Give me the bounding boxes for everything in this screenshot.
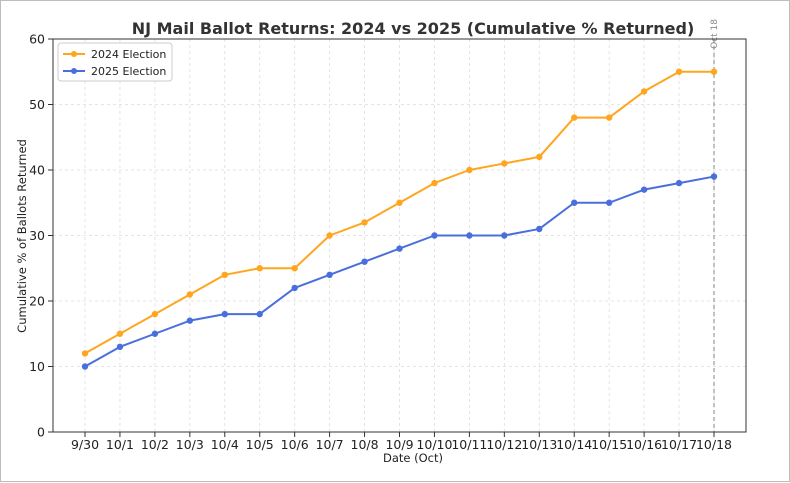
- series-layer: [81, 68, 718, 370]
- x-tick-label: 9/30: [71, 437, 99, 452]
- x-tick-label: 10/3: [176, 437, 204, 452]
- legend: 2024 Election 2025 Election: [57, 42, 173, 82]
- data-point: [221, 310, 228, 318]
- y-tick-label: 0: [37, 425, 45, 440]
- data-point: [151, 310, 159, 318]
- data-point: [361, 219, 368, 226]
- data-point: [466, 232, 473, 239]
- annotation-label: Oct 18: [710, 19, 720, 49]
- annotation-layer: Oct 18: [710, 19, 720, 432]
- x-tick-label: 10/2: [141, 437, 169, 452]
- legend-item: 2025 Election: [63, 65, 166, 78]
- data-point: [116, 343, 124, 351]
- x-tick-label: 10/6: [281, 437, 309, 452]
- y-tick-label: 30: [29, 228, 45, 243]
- data-point: [256, 310, 263, 318]
- x-tick-label: 10/13: [521, 437, 557, 452]
- x-tick-label: 10/11: [451, 437, 487, 452]
- series-2025: [81, 173, 718, 370]
- x-tick-label: 10/10: [416, 437, 452, 452]
- y-axis-ticks: 0 10 20 30 40 50 60: [29, 32, 53, 440]
- data-point: [81, 350, 89, 357]
- data-point: [536, 153, 543, 161]
- x-tick-label: 10/14: [556, 437, 592, 452]
- y-tick-label: 60: [29, 32, 45, 47]
- x-tick-label: 10/9: [385, 437, 413, 452]
- data-point: [501, 232, 508, 239]
- x-tick-label: 10/12: [486, 437, 522, 452]
- chart-title: NJ Mail Ballot Returns: 2024 vs 2025 (Cu…: [132, 19, 695, 38]
- data-point: [675, 179, 683, 187]
- series-2024: [81, 68, 718, 357]
- data-point: [710, 173, 718, 180]
- x-tick-label: 10/18: [696, 437, 732, 452]
- data-point: [396, 245, 403, 252]
- legend-label: 2024 Election: [91, 48, 166, 61]
- x-tick-label: 10/5: [246, 437, 274, 452]
- data-point: [221, 271, 228, 278]
- data-point: [536, 225, 543, 233]
- data-point: [571, 199, 578, 206]
- data-point: [151, 330, 159, 337]
- x-tick-label: 10/7: [316, 437, 344, 452]
- x-tick-label: 10/8: [351, 437, 379, 452]
- legend-item: 2024 Election: [63, 48, 166, 61]
- y-axis-label: Cumulative % of Ballots Returned: [15, 139, 29, 333]
- data-point: [571, 114, 578, 121]
- data-point: [81, 363, 89, 370]
- x-axis-label: Date (Oct): [383, 451, 443, 465]
- data-point: [186, 317, 194, 324]
- x-tick-label: 10/4: [211, 437, 239, 452]
- data-point: [291, 265, 298, 272]
- legend-label: 2025 Election: [91, 65, 166, 78]
- data-point: [675, 68, 683, 75]
- data-point: [361, 258, 368, 265]
- data-point: [466, 166, 473, 174]
- y-tick-label: 10: [29, 359, 45, 374]
- y-tick-label: 50: [29, 97, 45, 112]
- data-point: [326, 271, 333, 278]
- legend-marker: [71, 68, 77, 74]
- data-point: [605, 114, 613, 121]
- x-tick-label: 10/17: [661, 437, 697, 452]
- data-point: [501, 160, 508, 167]
- x-axis-ticks: 9/30 10/1 10/2 10/3 10/4 10/5 10/6 10/7 10/8 10/9…: [71, 432, 732, 452]
- data-point: [116, 330, 124, 337]
- legend-box: [57, 42, 173, 82]
- data-point: [326, 232, 333, 239]
- data-point: [640, 88, 648, 95]
- x-tick-label: 10/15: [591, 437, 627, 452]
- data-point: [431, 179, 438, 187]
- data-point: [396, 199, 403, 206]
- y-tick-label: 40: [29, 163, 45, 178]
- legend-marker: [71, 51, 77, 57]
- data-point: [640, 186, 648, 193]
- grid: [53, 38, 746, 433]
- data-point: [605, 199, 613, 206]
- data-point: [256, 265, 263, 272]
- data-point: [710, 68, 718, 75]
- x-tick-label: 10/1: [106, 437, 134, 452]
- x-tick-label: 10/16: [626, 437, 662, 452]
- y-tick-label: 20: [29, 294, 45, 309]
- data-point: [431, 232, 438, 239]
- data-point: [291, 284, 298, 292]
- data-point: [186, 291, 194, 298]
